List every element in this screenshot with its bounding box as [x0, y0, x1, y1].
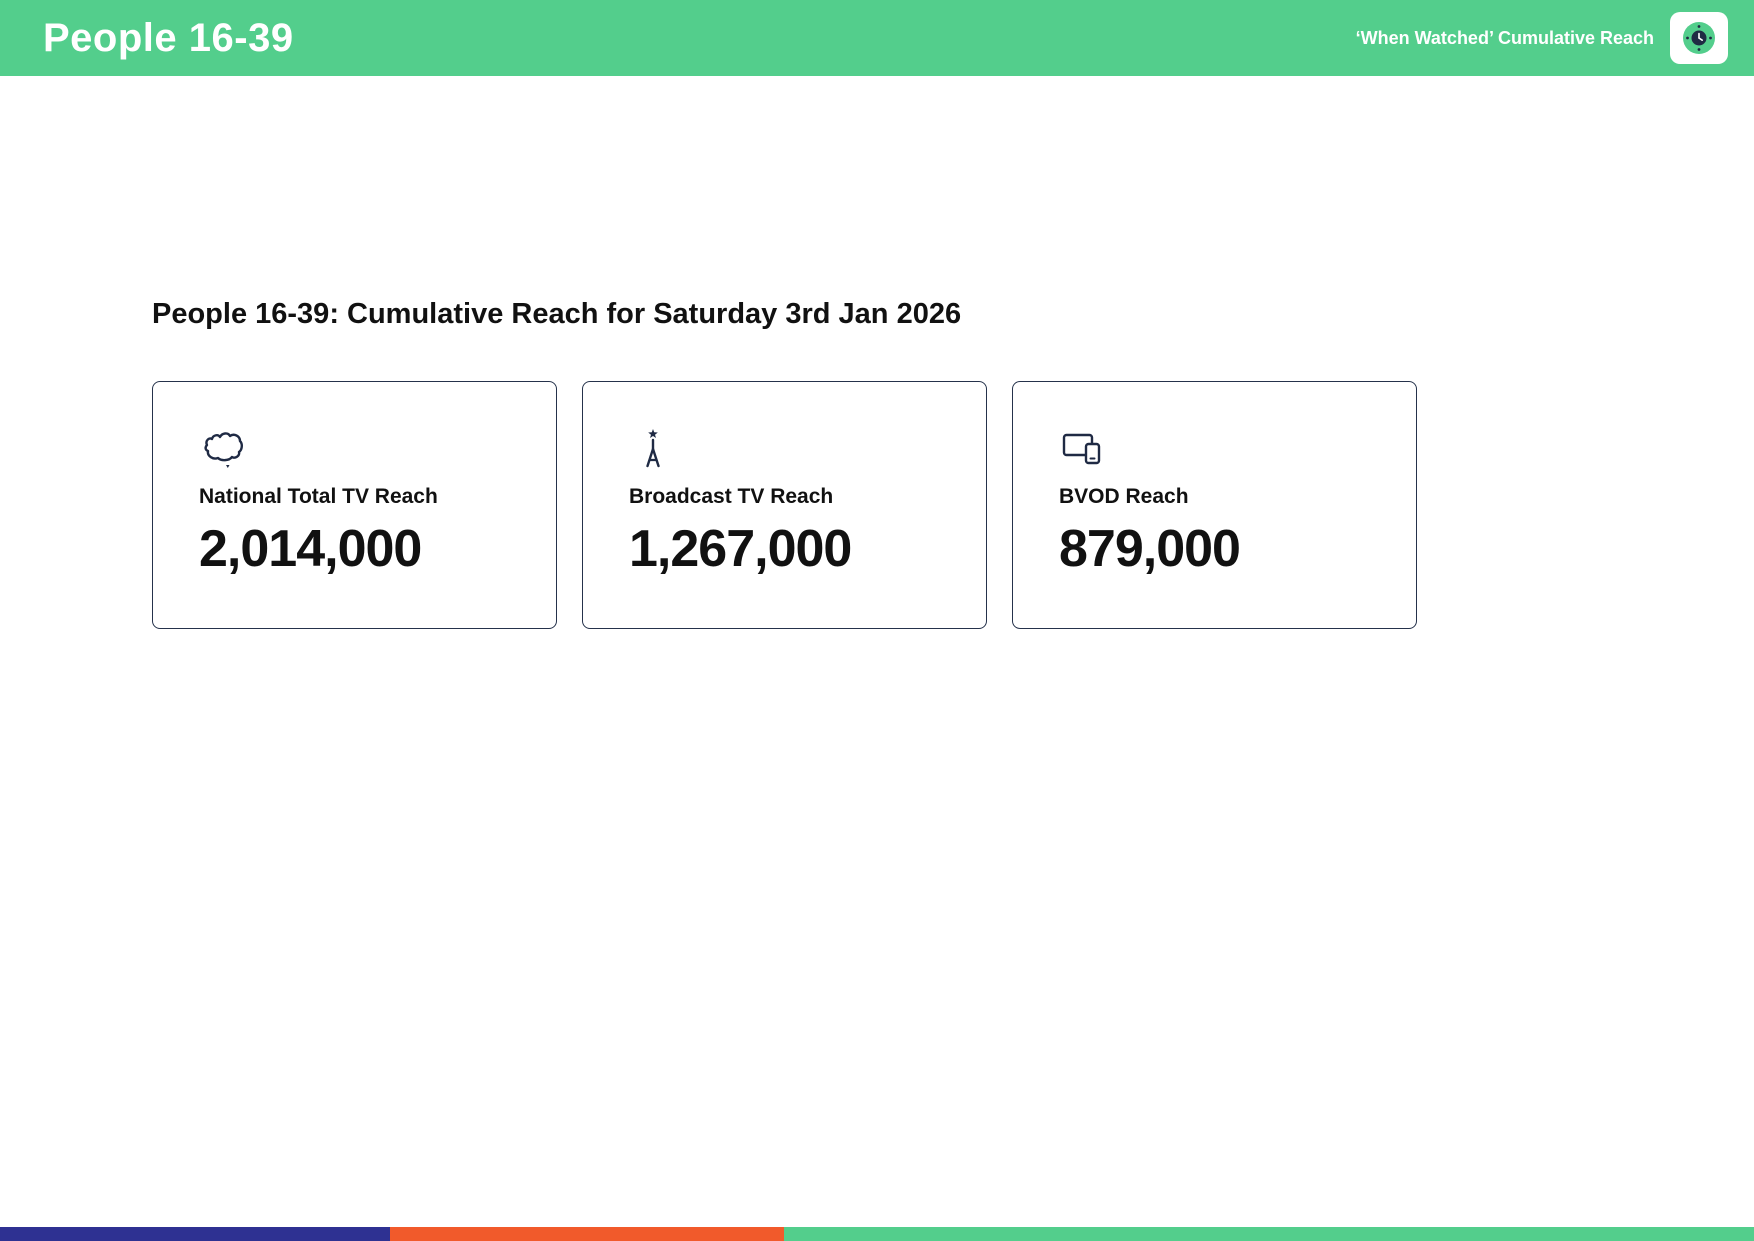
kpi-value: 879,000 — [1059, 520, 1241, 578]
footer-color-bar — [0, 1227, 1754, 1241]
page-title: People 16-39 — [43, 15, 294, 60]
kpi-card-bvod: BVOD Reach 879,000 — [1012, 381, 1417, 629]
kpi-label: National Total TV Reach — [199, 485, 438, 508]
kpi-value: 1,267,000 — [629, 520, 852, 578]
footer-navy-segment — [0, 1227, 390, 1241]
kpi-label: Broadcast TV Reach — [629, 485, 834, 508]
kpi-card-national-total-tv: National Total TV Reach 2,014,000 — [152, 381, 557, 629]
header-bar: People 16-39 ‘When Watched’ Cumulative R… — [0, 0, 1754, 76]
kpi-card-broadcast-tv: Broadcast TV Reach 1,267,000 — [582, 381, 987, 629]
header-right-group: ‘When Watched’ Cumulative Reach — [1356, 12, 1728, 64]
broadcast-tower-icon — [646, 429, 660, 468]
kpi-cards-row: National Total TV Reach 2,014,000 Broadc… — [152, 381, 1754, 629]
footer-orange-segment — [390, 1227, 784, 1241]
kpi-value: 2,014,000 — [199, 520, 422, 578]
australia-map-icon — [204, 432, 243, 468]
kpi-label: BVOD Reach — [1059, 485, 1189, 508]
clock-logo-icon — [1683, 22, 1715, 54]
report-type-label: ‘When Watched’ Cumulative Reach — [1355, 27, 1654, 48]
main-content: People 16-39: Cumulative Reach for Satur… — [0, 76, 1754, 629]
tv-and-phone-icon — [1062, 433, 1101, 465]
section-heading: People 16-39: Cumulative Reach for Satur… — [152, 298, 962, 330]
brand-logo — [1670, 12, 1728, 64]
footer-green-segment — [784, 1227, 1754, 1241]
